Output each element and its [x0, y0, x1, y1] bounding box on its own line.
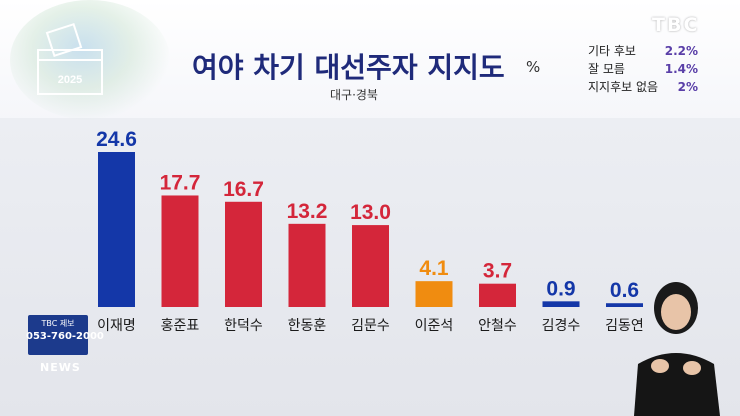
note-row: 지지후보 없음 2%: [588, 78, 698, 96]
bar-7: [479, 283, 516, 307]
bar-9: [606, 303, 643, 307]
data-label-2: 17.7: [160, 171, 201, 194]
note-value: 2.2%: [664, 44, 698, 58]
data-label-5: 13.0: [350, 201, 391, 224]
ballot-year: 2025: [58, 74, 82, 86]
bar-1: [98, 152, 135, 307]
category-label-7: 안철수: [478, 318, 517, 334]
category-label-9: 김동연: [605, 318, 644, 334]
category-label-2: 홍준표: [161, 318, 200, 334]
tip-line-phone: 053-760-2000: [26, 331, 104, 342]
ballot-box-icon: 2025: [37, 23, 103, 95]
tip-line-label: TBC 제보: [41, 319, 75, 328]
note-label: 잘 모름: [588, 62, 625, 76]
category-label-6: 이준석: [415, 318, 454, 334]
data-label-9: 0.6: [610, 279, 639, 302]
bar-4: [288, 223, 326, 307]
bar-6: [415, 281, 453, 307]
data-label-3: 16.7: [223, 178, 264, 201]
note-value: 2%: [677, 80, 698, 94]
bar-5: [352, 225, 389, 307]
category-label-1: 이재명: [97, 318, 136, 334]
data-label-8: 0.9: [546, 277, 575, 300]
other-responses: 기타 후보 2.2% 잘 모름 1.4% 지지후보 없음 2%: [588, 42, 698, 96]
tbc-logo: TBC: [652, 14, 700, 36]
data-label-6: 4.1: [419, 257, 449, 280]
category-label-5: 김문수: [351, 318, 390, 334]
bar-3: [225, 201, 262, 307]
unit-label: %: [526, 58, 541, 76]
category-label-4: 한동훈: [288, 318, 327, 334]
data-label-7: 3.7: [483, 260, 512, 283]
tip-line-box: [28, 315, 88, 355]
note-label: 기타 후보: [588, 44, 636, 58]
note-value: 1.4%: [664, 62, 698, 76]
bar-8: [542, 301, 580, 307]
note-label: 지지후보 없음: [588, 80, 659, 94]
data-label-4: 13.2: [287, 200, 328, 223]
category-label-8: 김경수: [542, 318, 581, 334]
sign-language-interpreter: [634, 282, 720, 416]
category-label-3: 한덕수: [224, 318, 263, 334]
news-label: NEWS: [40, 361, 81, 374]
note-row: 잘 모름 1.4%: [588, 60, 698, 78]
note-row: 기타 후보 2.2%: [588, 42, 698, 60]
chart-title: 여야 차기 대선주자 지지도: [192, 51, 505, 84]
chart-subtitle: 대구·경북: [330, 88, 378, 102]
data-label-1: 24.6: [96, 128, 137, 151]
bar-2: [161, 195, 199, 307]
header-band: [0, 0, 740, 120]
